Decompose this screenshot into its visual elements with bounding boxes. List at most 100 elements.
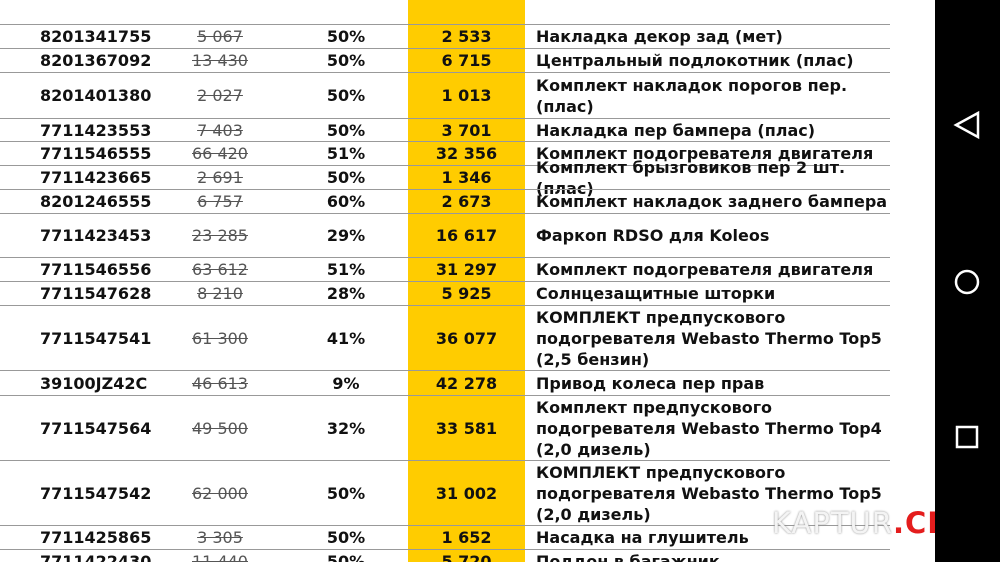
old-price: 7 403	[197, 120, 243, 140]
table-row: 7711423553 7 403 50% 3 701 Накладка пер бамп…	[0, 118, 890, 141]
new-price: 1 346	[441, 168, 492, 187]
navigation-bar	[935, 0, 1000, 562]
part-number: 7711423453	[40, 226, 152, 245]
new-price: 31 297	[435, 260, 498, 279]
part-number: 7711547628	[40, 284, 152, 303]
discount: 50%	[326, 552, 366, 562]
back-button[interactable]	[953, 110, 980, 140]
part-number: 7711547542	[40, 483, 152, 503]
description: КОМПЛЕКТ предпускового подогревателя Web…	[536, 307, 882, 369]
new-price: 31 002	[435, 483, 498, 503]
table-row: 7711547564 49 500 32% 33 581 Комплект предпу…	[0, 395, 890, 460]
table-row: 39100JZ42C 46 613 9% 42 278 Привод колеса пе…	[0, 370, 890, 395]
old-price: 49 500	[192, 418, 248, 438]
old-price: 23 285	[192, 226, 248, 245]
table-row: 7711546555 66 420 51% 32 356 Комплект подогр…	[0, 141, 890, 165]
discount: 60%	[326, 192, 366, 211]
new-price: 1 652	[441, 528, 492, 547]
new-price: 16 617	[435, 226, 498, 245]
part-number: 7711422430	[40, 552, 152, 562]
table-row: 7711423453 23 285 29% 16 617 Фаркоп RDSO для…	[0, 213, 890, 257]
part-number: 8201246555	[40, 192, 152, 211]
old-price: 62 000	[192, 483, 248, 503]
part-number: 7711547564	[40, 418, 152, 438]
new-price: 6 715	[441, 51, 492, 70]
discount: 51%	[326, 260, 366, 279]
old-price: 2 691	[197, 168, 243, 187]
old-price: 6 757	[197, 192, 243, 211]
old-price: 2 027	[197, 86, 243, 105]
description: Накладка пер бампера (плас)	[536, 120, 816, 140]
description: КОМПЛЕКТ предпускового подогревателя Web…	[536, 462, 882, 524]
table-row: 8201401380 2 027 50% 1 013 Комплект накладок…	[0, 72, 890, 118]
description: Центральный подлокотник (плас)	[536, 51, 854, 70]
description: Насадка на глушитель	[536, 528, 749, 547]
new-price: 32 356	[435, 144, 498, 163]
description: Солнцезащитные шторки	[536, 284, 776, 303]
new-price: 33 581	[435, 418, 498, 438]
discount: 32%	[326, 418, 366, 438]
new-price: 3 701	[441, 120, 492, 140]
new-price: 36 077	[435, 328, 498, 348]
old-price: 66 420	[192, 144, 248, 163]
part-number: 8201367092	[40, 51, 152, 70]
discount: 50%	[326, 483, 366, 503]
old-price: 8 210	[197, 284, 243, 303]
table-row: 8201367092 13 430 50% 6 715 Центральный подл…	[0, 48, 890, 72]
old-price: 5 067	[197, 27, 243, 46]
discount: 51%	[326, 144, 366, 163]
description: Комплект предпускового подогревателя Web…	[536, 397, 882, 459]
new-price: 2 673	[441, 192, 492, 211]
part-number: 8201341755	[40, 27, 152, 46]
table-row: 7711423665 2 691 50% 1 346 Комплект брызгови…	[0, 158, 890, 198]
new-price: 5 925	[441, 284, 492, 303]
watermark-name: KAPTUR	[772, 506, 893, 540]
discount: 50%	[326, 120, 366, 140]
old-price: 3 305	[197, 528, 243, 547]
table-row: 8201341755 5 067 50% 2 533 Накладка декор за…	[0, 24, 890, 48]
part-number: 7711423553	[40, 120, 152, 140]
table-row: 7711546556 63 612 51% 31 297 Комплект подогр…	[0, 257, 890, 281]
part-number: 7711425865	[40, 528, 152, 547]
part-number: 7711423665	[40, 168, 152, 187]
table-row: 7711547541 61 300 41% 36 077 КОМПЛЕКТ предпу…	[0, 305, 890, 370]
old-price: 11 440	[192, 552, 248, 562]
table-row: 7711547542 62 000 50% 31 002 КОМПЛЕКТ предпу…	[0, 460, 890, 525]
discount: 28%	[326, 284, 366, 303]
new-price: 42 278	[435, 373, 498, 393]
recents-button[interactable]	[955, 425, 979, 449]
old-price: 46 613	[192, 373, 248, 393]
description: Накладка декор зад (мет)	[536, 27, 783, 46]
table-row: 7711422430 11 440 50% 5 720 Поддон в багажни…	[0, 549, 890, 562]
part-number: 7711547541	[40, 328, 152, 348]
discount: 50%	[326, 27, 366, 46]
discount: 50%	[326, 168, 366, 187]
old-price: 61 300	[192, 328, 248, 348]
discount: 50%	[326, 528, 366, 547]
table-row: 7711547628 8 210 28% 5 925 Солнцезащитные шт…	[0, 281, 890, 305]
part-number: 7711546556	[40, 260, 152, 279]
description: Комплект брызговиков пер 2 шт. (плас)	[536, 157, 846, 198]
description: Поддон в багажник	[536, 552, 720, 562]
table-row: 8201246555 6 757 60% 2 673 Комплект накладок…	[0, 189, 890, 213]
description: Комплект подогревателя двигателя	[536, 260, 874, 279]
new-price: 1 013	[441, 86, 492, 105]
part-number: 39100JZ42C	[40, 373, 148, 393]
new-price: 2 533	[441, 27, 492, 46]
discount: 50%	[326, 86, 366, 105]
discount: 50%	[326, 51, 366, 70]
table-row: 7711425865 3 305 50% 1 652 Насадка на глушит…	[0, 525, 890, 549]
new-price: 5 720	[441, 552, 492, 562]
description: Комплект подогревателя двигателя	[536, 144, 874, 163]
old-price: 63 612	[192, 260, 248, 279]
description: Комплект накладок порогов пер. (плас)	[536, 75, 848, 116]
part-number: 7711546555	[40, 144, 152, 163]
discount: 41%	[326, 328, 366, 348]
description: Фаркоп RDSO для Koleos	[536, 226, 770, 245]
home-button[interactable]	[954, 269, 980, 295]
part-number: 8201401380	[40, 86, 152, 105]
description: Комплект накладок заднего бампера	[536, 192, 888, 211]
old-price: 13 430	[192, 51, 248, 70]
discount: 9%	[332, 373, 360, 393]
